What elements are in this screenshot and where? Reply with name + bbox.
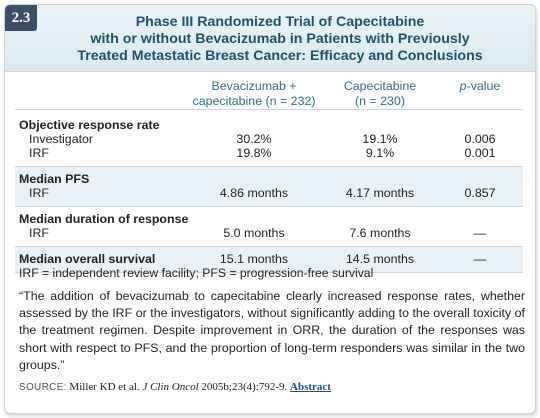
pfs-irf-cap: 4.17 months	[345, 186, 415, 200]
title-line-2: with or without Bevacizumab in Patients …	[90, 31, 470, 47]
orr-investigator-cap: 19.1%	[362, 132, 398, 146]
dor-title-row: Median duration of response	[15, 206, 523, 226]
header-bev-cap-line1: Bevacizumab +	[211, 79, 297, 93]
orr-investigator-p: 0.006	[464, 132, 496, 146]
pfs-title-row: Median PFS	[15, 166, 523, 186]
header-cap-line1: Capecitabine	[343, 79, 417, 93]
pfs-irf-p: 0.857	[464, 186, 496, 200]
dor-irf-cap: 7.6 months	[349, 226, 411, 240]
slide-header: 2.3 Phase III Randomized Trial of Capeci…	[5, 5, 535, 72]
orr-title: Objective response rate	[19, 118, 160, 132]
table-header-row: Bevacizumab + capecitabine (n = 232) Cap…	[15, 79, 523, 110]
source-citation: SOURCE: Miller KD et al. J Clin Oncol 20…	[19, 381, 331, 393]
os-p: —	[437, 246, 523, 273]
orr-investigator-label: Investigator	[29, 132, 94, 146]
orr-investigator-bev: 30.2%	[236, 132, 272, 146]
table-row: Investigator 30.2% 19.1% 0.006	[15, 132, 523, 146]
os-bev: 15.1 months	[185, 246, 323, 273]
orr-title-row: Objective response rate	[15, 110, 523, 133]
conclusion-quote: “The addition of bevacizumab to capecita…	[19, 289, 525, 372]
orr-irf-bev: 19.8%	[236, 146, 272, 160]
pvalue-p: p	[459, 79, 467, 93]
dor-title: Median duration of response	[15, 206, 523, 226]
dor-irf-bev: 5.0 months	[223, 226, 285, 240]
pfs-irf-bev: 4.86 months	[219, 186, 289, 200]
os-cap: 14.5 months	[323, 246, 437, 273]
title-line-1: Phase III Randomized Trial of Capecitabi…	[135, 14, 425, 30]
header-bev-cap: Bevacizumab + capecitabine (n = 232)	[185, 79, 323, 110]
efficacy-table: Bevacizumab + capecitabine (n = 232) Cap…	[15, 79, 523, 273]
header-bev-cap-line2: capecitabine (n = 232)	[192, 94, 316, 108]
orr-irf-p: 0.001	[464, 146, 496, 160]
table-row: IRF 19.8% 9.1% 0.001	[15, 146, 523, 167]
slide-card: 2.3 Phase III Randomized Trial of Capeci…	[4, 4, 536, 414]
source-authors: Miller KD et al.	[69, 381, 140, 393]
dor-irf-p: —	[473, 226, 487, 240]
pvalue-rest: -value	[466, 79, 501, 93]
slide-number-badge: 2.3	[5, 5, 37, 31]
orr-irf-label: IRF	[29, 146, 49, 160]
slide-title: Phase III Randomized Trial of Capecitabi…	[45, 14, 515, 65]
abbreviation-footnote: IRF = independent review facility; PFS =…	[19, 266, 374, 280]
header-pvalue: p-value	[437, 79, 523, 110]
source-label: SOURCE:	[19, 382, 67, 393]
os-title: Median overall survival	[15, 246, 185, 273]
table-row: IRF 4.86 months 4.17 months 0.857	[15, 186, 523, 207]
header-blank	[15, 79, 185, 110]
source-journal: J Clin Oncol	[142, 381, 199, 393]
os-row: Median overall survival 15.1 months 14.5…	[15, 246, 523, 273]
title-line-3: Treated Metastatic Breast Cancer: Effica…	[77, 48, 483, 64]
pfs-irf-label: IRF	[29, 186, 49, 200]
abstract-link[interactable]: Abstract	[290, 381, 331, 393]
pfs-title: Median PFS	[15, 166, 523, 186]
dor-irf-label: IRF	[29, 226, 49, 240]
table-row: IRF 5.0 months 7.6 months —	[15, 226, 523, 247]
header-cap: Capecitabine (n = 230)	[323, 79, 437, 110]
header-cap-line2: (n = 230)	[355, 94, 405, 108]
orr-irf-cap: 9.1%	[365, 146, 395, 160]
source-reference: 2005b;23(4):792-9.	[201, 381, 288, 393]
